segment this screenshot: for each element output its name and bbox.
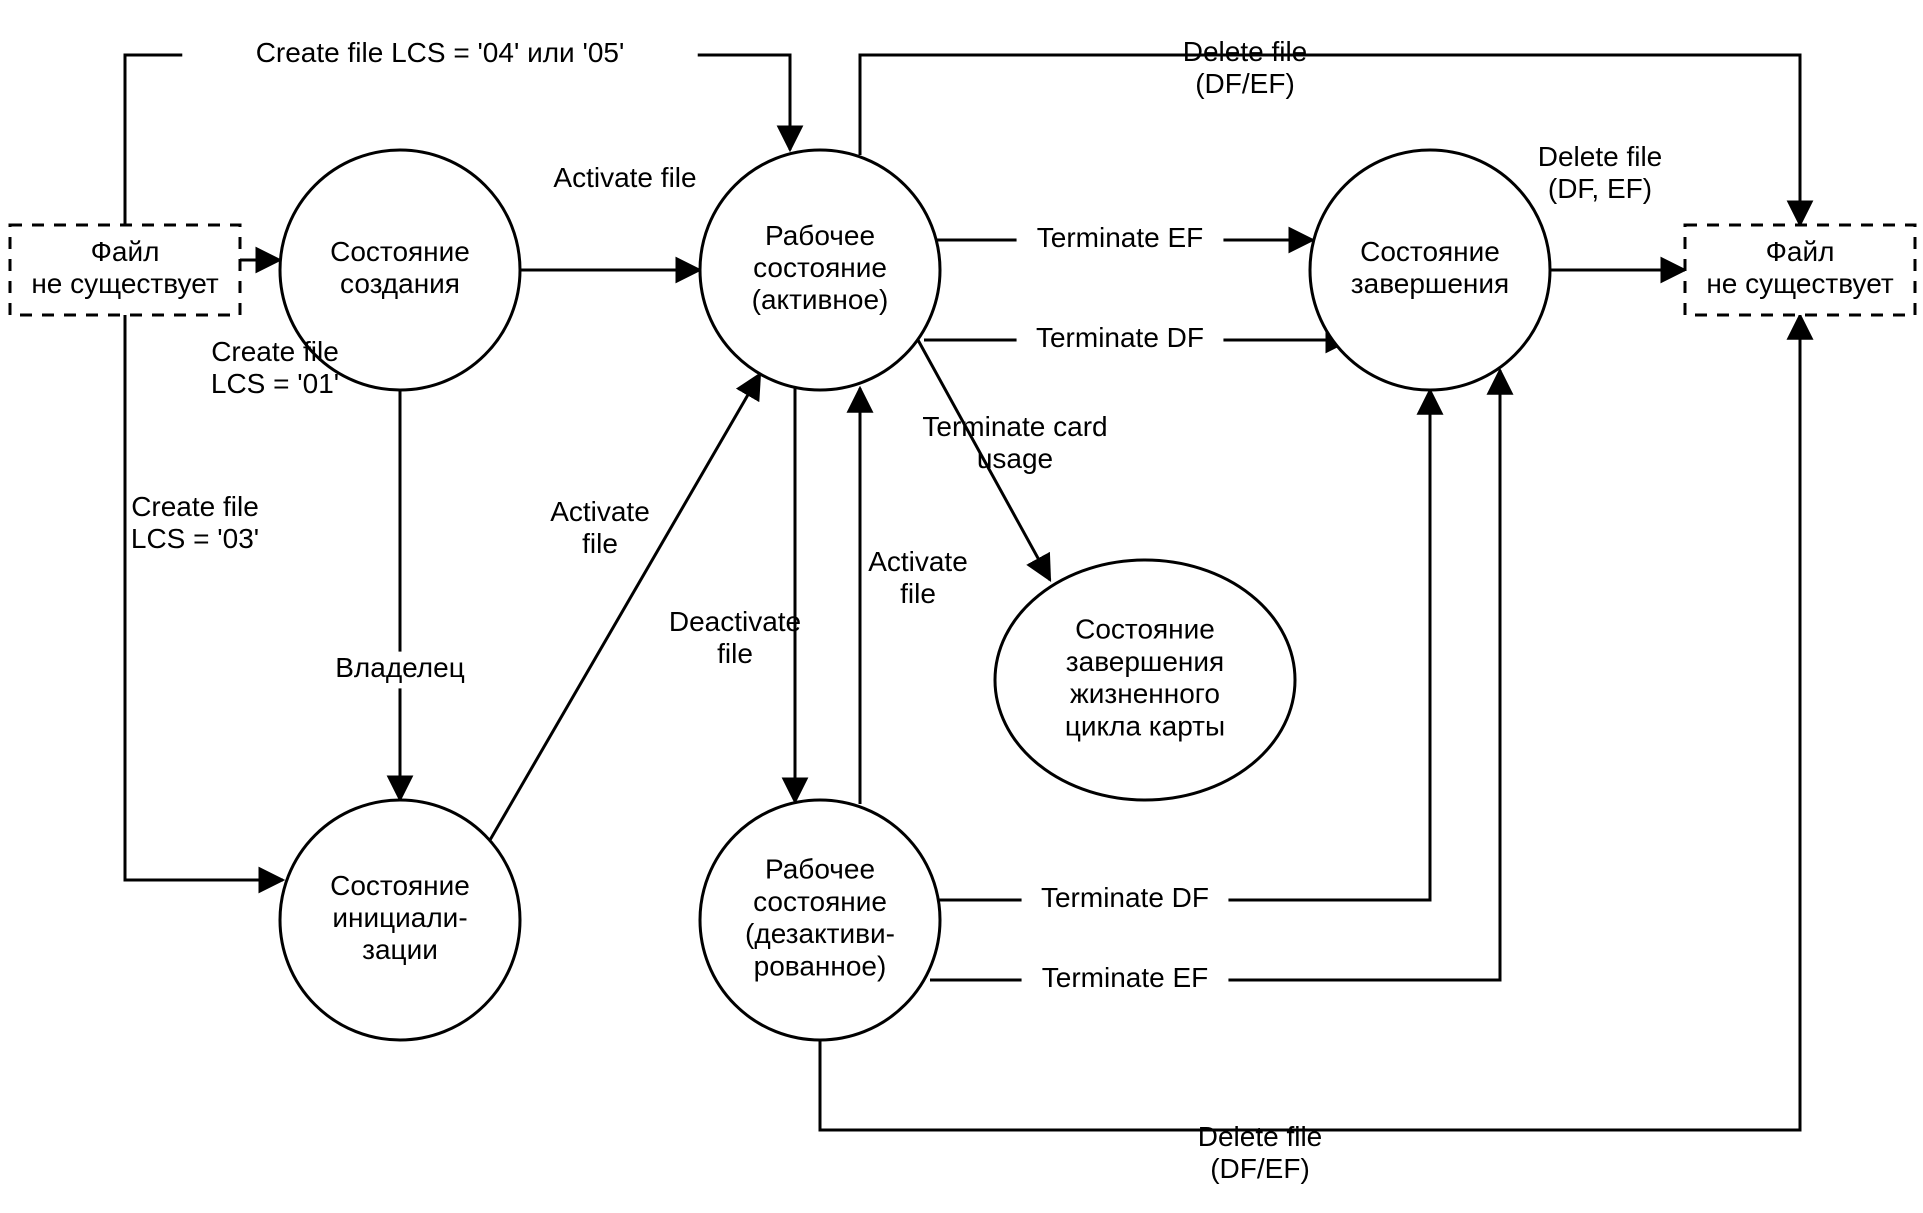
e_fne_to_init: [125, 315, 283, 880]
e_term_to_fne_right-label: Delete file(DF, EF): [1538, 141, 1663, 204]
card_lifecycle_end: Состояниезавершенияжизненногоцикла карты: [995, 560, 1295, 800]
e_deact_to_fne_right-label: Delete file(DF/EF): [1198, 1121, 1323, 1184]
termination_state-label: Состояниезавершения: [1351, 236, 1509, 299]
e_deact_to_term_ef-label: Terminate EF: [1042, 962, 1209, 993]
e_fne_to_creation-label: Create fileLCS = '01': [211, 336, 339, 399]
nodes-layer: Файлне существует Состояниесоздания Рабоче…: [10, 150, 1915, 1040]
e_active_to_deact-label: Deactivatefile: [669, 606, 801, 669]
e_deact_to_term_df-label: Terminate DF: [1041, 882, 1209, 913]
e_active_to_term_ef-label: Terminate EF: [1037, 222, 1204, 253]
deactivated_state-label: Рабочеесостояние(дезактиви-рованное): [745, 854, 895, 982]
e_active_to_card_end-label: Terminate cardusage: [922, 411, 1107, 474]
e_creation_to_init-label: Владелец: [335, 652, 465, 683]
e_fne_poly_to_active-label: Create file LCS = '04' или '05': [256, 37, 625, 68]
e_deact_to_active-label: Activatefile: [868, 546, 968, 609]
deactivated_state: Рабочеесостояние(дезактиви-рованное): [700, 800, 940, 1040]
e_creation_to_active-label: Activate file: [553, 162, 696, 193]
init_state: Состояниеинициали-зации: [280, 800, 520, 1040]
file_not_exist_left: Файлне существует: [10, 225, 240, 315]
e_fne_to_init-label: Create fileLCS = '03': [131, 491, 259, 554]
e_init_to_active-label: Activatefile: [550, 496, 650, 559]
e_active_to_term_df-label: Terminate DF: [1036, 322, 1204, 353]
active_state: Рабочеесостояние(активное): [700, 150, 940, 390]
active_state-label: Рабочеесостояние(активное): [752, 220, 889, 315]
file_not_exist_right: Файлне существует: [1685, 225, 1915, 315]
e_active_poly_to_fne_right-label: Delete file(DF/EF): [1183, 36, 1308, 99]
creation_state-label: Состояниесоздания: [330, 236, 470, 299]
state-diagram: Файлне существует Состояниесоздания Рабоче…: [0, 0, 1923, 1213]
e_active_poly_to_fne_right: [860, 55, 1800, 225]
card_lifecycle_end-label: Состояниезавершенияжизненногоцикла карты: [1065, 614, 1225, 742]
termination_state: Состояниезавершения: [1310, 150, 1550, 390]
